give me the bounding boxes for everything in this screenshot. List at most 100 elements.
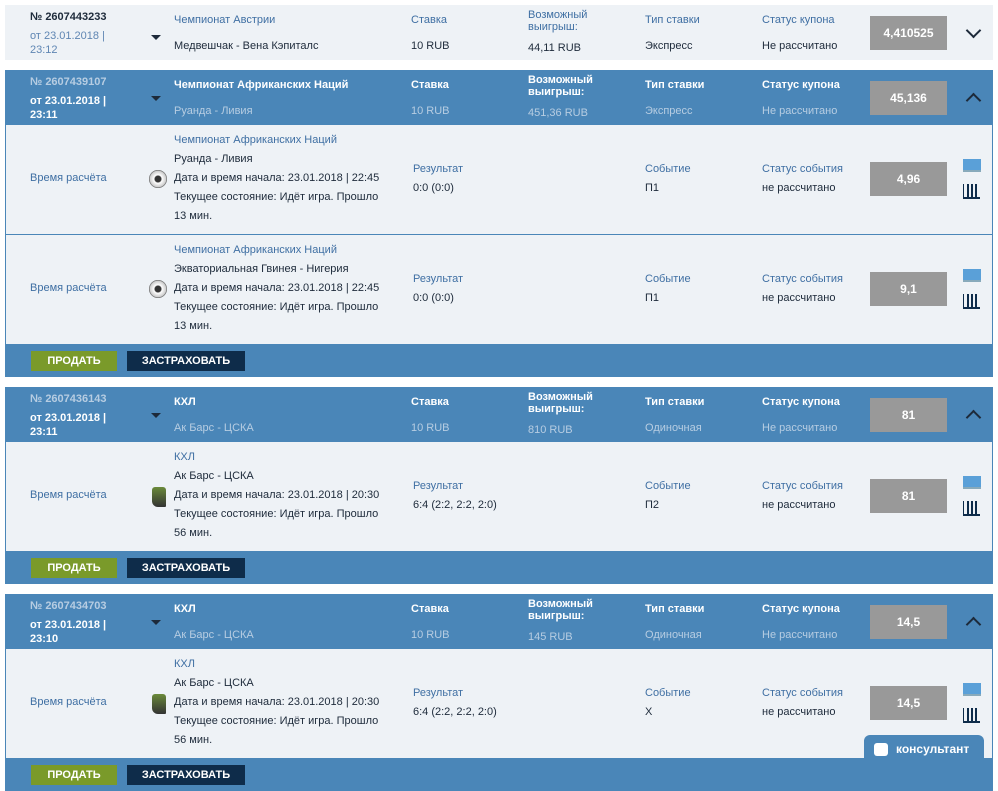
event-status-value: не рассчитано — [762, 706, 836, 718]
start-value: 23.01.2018 | 22:45 — [287, 172, 380, 184]
event-label: Событие — [645, 163, 691, 175]
event-match: Руанда - Ливия — [174, 153, 253, 165]
event-league[interactable]: КХЛ — [174, 451, 195, 463]
coupon-status-label: Статус купона — [762, 396, 840, 408]
chevron-up-icon[interactable] — [965, 409, 982, 426]
start-value: 23.01.2018 | 20:30 — [287, 489, 380, 501]
bet-type-label: Тип ставки — [645, 396, 705, 408]
match-name: Руанда - Ливия — [174, 105, 253, 117]
statistics-icon[interactable] — [963, 501, 980, 516]
coupon-status-label: Статус купона — [762, 603, 840, 615]
coupon-header[interactable]: № 2607436143 от 23.01.2018 | 23:11 КХЛ Ак Б… — [5, 387, 993, 442]
coupon-status-value: Не рассчитано — [762, 105, 838, 117]
calc-time-label: Время расчёта — [30, 172, 107, 184]
league-name: КХЛ — [174, 396, 196, 408]
calc-time-label: Время расчёта — [30, 282, 107, 294]
chevron-up-icon[interactable] — [965, 616, 982, 633]
stake-label: Ставка — [411, 603, 449, 615]
event-label: Событие — [645, 273, 691, 285]
possible-win-value: 810 RUB — [528, 424, 573, 436]
event-row: Время расчёта Чемпионат Африканских Наций… — [5, 125, 993, 235]
coupon-date: от 23.01.2018 | 23:10 — [30, 619, 107, 645]
stake-label: Ставка — [411, 14, 447, 26]
possible-win-label: Возможный выигрыш: — [528, 9, 588, 33]
state-value: Идёт игра. Прошло — [279, 715, 379, 727]
soccer-ball-icon — [149, 280, 167, 298]
event-info: КХЛ Ак Барс - ЦСКА Дата и время начала: 23… — [174, 655, 379, 750]
match-name: Медвешчак - Вена Кэпиталс — [174, 40, 319, 52]
coupon-actions: ПРОДАТЬ ЗАСТРАХОВАТЬ — [5, 552, 993, 584]
event-match: Ак Барс - ЦСКА — [174, 677, 254, 689]
statistics-icon[interactable] — [963, 708, 980, 723]
sell-button[interactable]: ПРОДАТЬ — [31, 558, 117, 578]
bet-type-value: Одиночная — [645, 629, 702, 641]
coupon-header[interactable]: № 2607434703 от 23.01.2018 | 23:10 КХЛ Ак Б… — [5, 594, 993, 649]
coupon-header[interactable]: № 2607443233 от 23.01.2018 | 23:12 Чемпион… — [5, 5, 993, 60]
event-league[interactable]: Чемпионат Африканских Наций — [174, 244, 337, 256]
result-label: Результат — [413, 163, 464, 175]
coupon-date: от 23.01.2018 | 23:12 — [30, 30, 105, 56]
result-label: Результат — [413, 273, 464, 285]
coupon-status-value: Не рассчитано — [762, 422, 838, 434]
live-tv-icon[interactable] — [963, 269, 981, 282]
chevron-down-icon[interactable] — [965, 22, 982, 39]
event-coefficient: 9,1 — [870, 272, 947, 306]
insure-button[interactable]: ЗАСТРАХОВАТЬ — [127, 558, 245, 578]
event-status-value: не рассчитано — [762, 292, 836, 304]
coupon-date: от 23.01.2018 | 23:11 — [30, 95, 107, 121]
coupon-coefficient: 4,410525 — [870, 16, 947, 50]
insure-button[interactable]: ЗАСТРАХОВАТЬ — [127, 351, 245, 371]
stake-label: Ставка — [411, 396, 449, 408]
coupon-header[interactable]: № 2607439107 от 23.01.2018 | 23:11 Чемпион… — [5, 70, 993, 125]
event-status-label: Статус события — [762, 687, 843, 699]
consultant-label: консультант — [896, 742, 970, 756]
hockey-skate-icon — [152, 694, 166, 714]
live-tv-icon[interactable] — [963, 159, 981, 172]
coupon-actions: ПРОДАТЬ ЗАСТРАХОВАТЬ — [5, 759, 993, 791]
event-state-elapsed: 13 мин. — [174, 320, 213, 332]
bet-type-value: Экспресс — [645, 40, 693, 52]
event-info: КХЛ Ак Барс - ЦСКА Дата и время начала: 23… — [174, 448, 379, 543]
bet-type-label: Тип ставки — [645, 603, 705, 615]
sell-button[interactable]: ПРОДАТЬ — [31, 351, 117, 371]
possible-win-label: Возможный выигрыш: — [528, 391, 593, 415]
statistics-icon[interactable] — [963, 294, 980, 309]
dropdown-triangle-icon[interactable] — [151, 35, 161, 40]
dropdown-triangle-icon[interactable] — [151, 620, 161, 625]
event-value: П2 — [645, 499, 660, 511]
result-value: 0:0 (0:0) — [413, 292, 454, 304]
live-tv-icon[interactable] — [963, 683, 981, 696]
start-value: 23.01.2018 | 20:30 — [287, 696, 380, 708]
event-value: П1 — [645, 292, 660, 304]
state-value: Идёт игра. Прошло — [279, 301, 379, 313]
event-status-label: Статус события — [762, 273, 843, 285]
event-state: Текущее состояние: Идёт игра. Прошло — [174, 298, 379, 317]
event-league[interactable]: Чемпионат Африканских Наций — [174, 134, 337, 146]
coupon: № 2607443233 от 23.01.2018 | 23:12 Чемпион… — [5, 5, 993, 60]
state-value: Идёт игра. Прошло — [279, 191, 379, 203]
chevron-up-icon[interactable] — [965, 92, 982, 109]
sell-button[interactable]: ПРОДАТЬ — [31, 765, 117, 785]
event-status-value: не рассчитано — [762, 182, 836, 194]
start-label: Дата и время начала: — [174, 489, 288, 501]
possible-win-label: Возможный выигрыш: — [528, 598, 593, 622]
consultant-button[interactable]: консультант — [864, 735, 984, 763]
event-status-value: не рассчитано — [762, 499, 836, 511]
live-tv-icon[interactable] — [963, 476, 981, 489]
hockey-skate-icon — [152, 487, 166, 507]
result-value: 6:4 (2:2, 2:2, 2:0) — [413, 499, 497, 511]
match-name: Ак Барс - ЦСКА — [174, 629, 254, 641]
state-label: Текущее состояние: — [174, 508, 280, 520]
dropdown-triangle-icon[interactable] — [151, 96, 161, 101]
event-state-elapsed: 13 мин. — [174, 210, 213, 222]
bet-type-label: Тип ставки — [645, 14, 700, 26]
state-label: Текущее состояние: — [174, 191, 280, 203]
event-league[interactable]: КХЛ — [174, 658, 195, 670]
coupon-coefficient: 14,5 — [870, 605, 947, 639]
insure-button[interactable]: ЗАСТРАХОВАТЬ — [127, 765, 245, 785]
start-label: Дата и время начала: — [174, 282, 288, 294]
dropdown-triangle-icon[interactable] — [151, 413, 161, 418]
stake-value: 10 RUB — [411, 40, 450, 52]
statistics-icon[interactable] — [963, 184, 980, 199]
coupon-number: № 2607436143 — [30, 393, 107, 405]
